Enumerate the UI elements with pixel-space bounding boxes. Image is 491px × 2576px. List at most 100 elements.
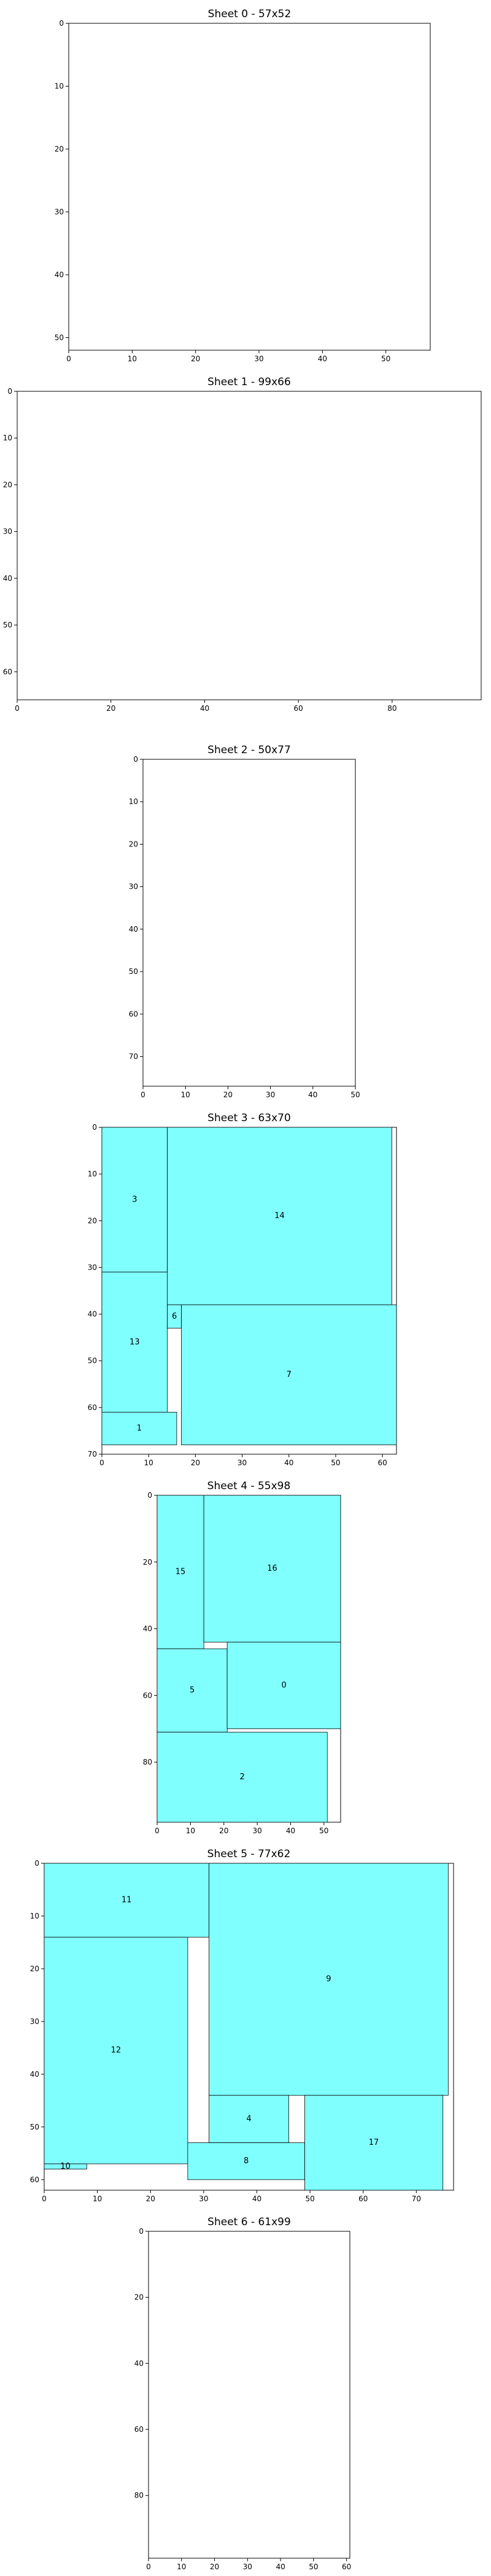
sheet-5-ytick-label: 40 bbox=[30, 2070, 39, 2079]
sheet-2-ytick-label: 20 bbox=[129, 840, 138, 848]
sheet-2-title: Sheet 2 - 50x77 bbox=[207, 744, 291, 756]
sheet-6-xtick-label: 60 bbox=[342, 2563, 351, 2571]
sheet-3-xtick-label: 10 bbox=[144, 1459, 153, 1467]
piece-4-rect bbox=[209, 2095, 289, 2144]
sheet-1-ytick-label: 30 bbox=[3, 527, 12, 536]
piece-2-label: 2 bbox=[239, 1773, 244, 1782]
sheet-0-ytick-label: 50 bbox=[55, 334, 64, 342]
sheet-2-ytick-label: 40 bbox=[129, 925, 138, 933]
sheet-3-xtick-label: 30 bbox=[238, 1459, 247, 1467]
piece-7: 7 bbox=[181, 1304, 397, 1446]
sheet-6-ytick-label: 20 bbox=[134, 2293, 144, 2302]
piece-15-label: 15 bbox=[176, 1568, 186, 1577]
sheet-5-xtick-label: 10 bbox=[93, 2195, 102, 2203]
sheet-1-xtick-label: 60 bbox=[294, 704, 303, 713]
piece-5: 5 bbox=[157, 1648, 228, 1733]
sheet-3-ytick-label: 40 bbox=[88, 1310, 97, 1319]
sheet-4-xtick-label: 10 bbox=[186, 1827, 195, 1835]
piece-10: 10 bbox=[44, 2162, 87, 2171]
sheet-2-xtick-label: 40 bbox=[308, 1091, 317, 1099]
sheet-1-xtick-label: 80 bbox=[387, 704, 396, 713]
sheet-6-xtick-label: 20 bbox=[210, 2563, 219, 2571]
piece-14: 14 bbox=[167, 1127, 392, 1305]
piece-11: 11 bbox=[44, 1863, 209, 1938]
sheet-4-xtick-label: 20 bbox=[219, 1827, 228, 1835]
sheet-0-chart: Sheet 0 - 57x52 0 10 20 30 40 50 0 10 20 30 40 50 bbox=[55, 8, 431, 363]
sheet-1-ytick-label: 60 bbox=[3, 667, 12, 676]
sheet-0-xtick-label: 30 bbox=[254, 355, 263, 363]
sheet-5-chart: Sheet 5 - 77x62 11 9 12 4 17 8 10 0 10 20 30 40 50 60 7… bbox=[30, 1848, 454, 2203]
piece-14-label: 14 bbox=[274, 1211, 285, 1221]
piece-13-label: 13 bbox=[130, 1338, 140, 1347]
sheet-2-xtick-label: 10 bbox=[181, 1091, 190, 1099]
sheet-5-ytick-label: 20 bbox=[30, 1965, 39, 1973]
sheet-4-xtick-label: 0 bbox=[155, 1827, 160, 1835]
sheet-1-xtick-label: 0 bbox=[15, 704, 20, 713]
sheet-5-xtick-label: 30 bbox=[199, 2195, 208, 2203]
piece-16-label: 16 bbox=[267, 1564, 277, 1573]
piece-16: 16 bbox=[203, 1495, 341, 1643]
piece-17: 17 bbox=[304, 2095, 444, 2191]
sheet-4-ytick-label: 20 bbox=[143, 1558, 152, 1566]
sheet-6-ytick-label: 60 bbox=[134, 2425, 144, 2434]
sheet-6-xtick-label: 10 bbox=[177, 2563, 186, 2571]
sheet-2-ytick-label: 10 bbox=[129, 797, 138, 806]
sheet-2-ytick-label: 0 bbox=[133, 755, 138, 764]
piece-8-rect bbox=[187, 2142, 305, 2180]
piece-14-rect bbox=[167, 1127, 392, 1305]
piece-11-label: 11 bbox=[122, 1896, 132, 1905]
sheet-6-ytick-label: 80 bbox=[134, 2491, 144, 2500]
sheet-6-xtick-label: 50 bbox=[309, 2563, 318, 2571]
sheet-0-xtick-label: 20 bbox=[191, 355, 200, 363]
sheet-6-xtick-label: 40 bbox=[276, 2563, 285, 2571]
sheet-5-title: Sheet 5 - 77x62 bbox=[207, 1848, 291, 1860]
sheet-6-xtick-label: 30 bbox=[243, 2563, 252, 2571]
piece-7-rect bbox=[181, 1304, 397, 1446]
piece-17-label: 17 bbox=[369, 2138, 379, 2147]
piece-2: 2 bbox=[157, 1731, 328, 1823]
sheet-4-ytick-label: 0 bbox=[147, 1491, 152, 1500]
sheet-0-xtick-label: 10 bbox=[128, 355, 137, 363]
piece-3-rect bbox=[101, 1127, 168, 1273]
piece-1: 1 bbox=[101, 1412, 177, 1446]
piece-3: 3 bbox=[101, 1127, 168, 1273]
piece-5-label: 5 bbox=[190, 1686, 195, 1695]
sheet-2-xtick-label: 50 bbox=[350, 1091, 360, 1099]
sheet-0-frame bbox=[68, 23, 431, 351]
sheet-2-frame bbox=[142, 759, 356, 1087]
sheet-4-xtick-label: 50 bbox=[319, 1827, 328, 1835]
sheet-0-xtick-label: 0 bbox=[66, 355, 71, 363]
sheet-4-ytick-label: 60 bbox=[143, 1691, 152, 1700]
sheet-1-xtick-label: 20 bbox=[106, 704, 115, 713]
piece-7-label: 7 bbox=[287, 1370, 292, 1379]
sheet-5-ytick-label: 0 bbox=[34, 1859, 39, 1868]
sheet-1-ytick-label: 0 bbox=[7, 387, 12, 396]
sheet-3-ytick-label: 20 bbox=[88, 1216, 97, 1225]
sheet-6-title: Sheet 6 - 61x99 bbox=[207, 2216, 291, 2228]
piece-5-rect bbox=[157, 1648, 228, 1733]
sheet-1-xtick-label: 40 bbox=[200, 704, 209, 713]
piece-8-label: 8 bbox=[244, 2156, 249, 2166]
sheet-6-frame bbox=[148, 2231, 350, 2559]
sheet-2-xtick-label: 30 bbox=[266, 1091, 275, 1099]
piece-12-label: 12 bbox=[111, 2046, 122, 2055]
piece-12-rect bbox=[44, 1936, 188, 2164]
sheet-5-ytick-label: 60 bbox=[30, 2175, 39, 2184]
sheet-3-xtick-label: 20 bbox=[191, 1459, 200, 1467]
sheet-2-xtick-label: 0 bbox=[141, 1091, 145, 1099]
piece-9-rect bbox=[209, 1863, 449, 2096]
sheet-2-chart: Sheet 2 - 50x77 0 10 20 30 40 50 0 10 20 30 40 50 60 7… bbox=[129, 744, 360, 1099]
sheet-1-frame bbox=[17, 391, 482, 700]
piece-0-rect bbox=[226, 1641, 341, 1730]
piece-0: 0 bbox=[226, 1641, 341, 1730]
sheet-5-ytick-label: 30 bbox=[30, 2017, 39, 2026]
piece-6: 6 bbox=[167, 1304, 182, 1328]
sheet-0-title: Sheet 0 - 57x52 bbox=[208, 8, 292, 20]
sheet-3-xtick-label: 60 bbox=[378, 1459, 387, 1467]
sheet-5-xtick-label: 20 bbox=[146, 2195, 155, 2203]
sheet-6-chart: Sheet 6 - 61x99 0 10 20 30 40 50 60 0 20 40 60 80 bbox=[134, 2216, 352, 2571]
sheet-3-ytick-label: 60 bbox=[88, 1403, 97, 1412]
sheet-3-xtick-label: 0 bbox=[99, 1459, 104, 1467]
piece-1-label: 1 bbox=[137, 1424, 142, 1433]
